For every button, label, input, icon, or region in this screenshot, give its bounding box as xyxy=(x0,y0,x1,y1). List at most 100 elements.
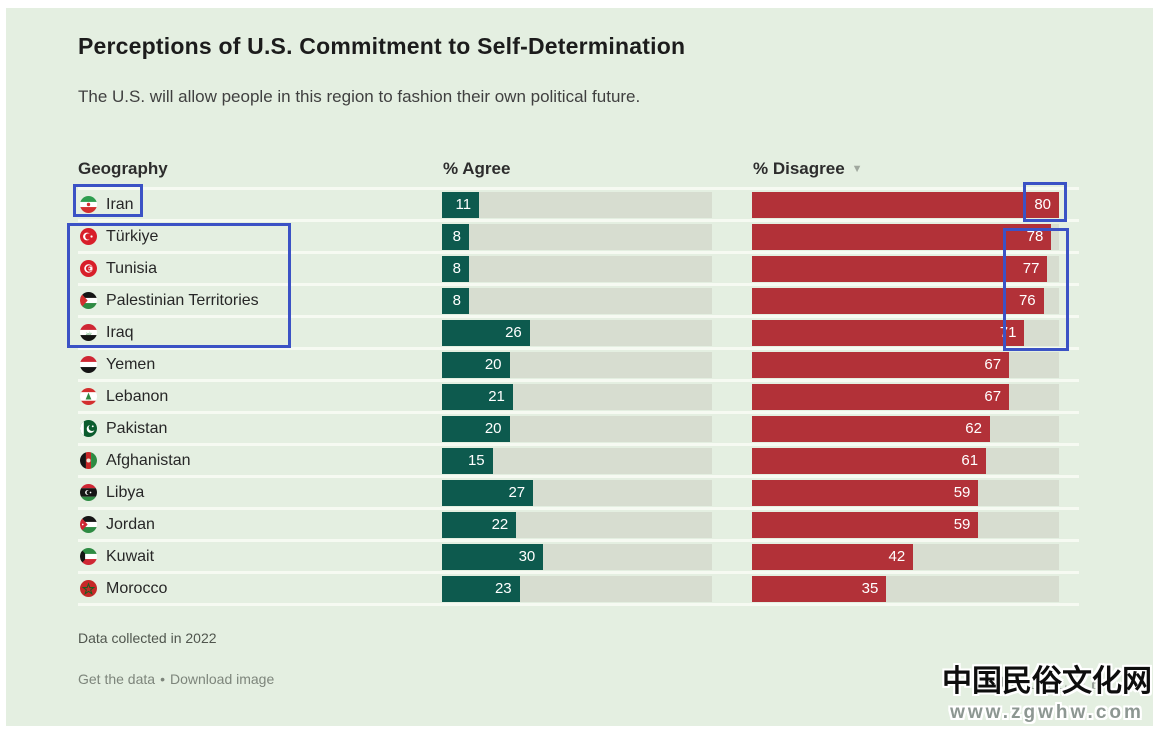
row-separator-extension xyxy=(1059,256,1079,282)
geography-cell: Jordan xyxy=(78,512,442,538)
agree-bar-track: 21 xyxy=(442,383,712,410)
flag-tunisia-icon xyxy=(80,260,97,277)
flag-iran-icon xyxy=(80,196,97,213)
table-row: Afghanistan 15 61 xyxy=(78,446,1079,478)
chart-subtitle: The U.S. will allow people in this regio… xyxy=(78,87,641,106)
agree-bar-track: 22 xyxy=(442,511,712,538)
gallup-logo: GALLUP® xyxy=(1000,669,1112,694)
agree-value-label: 20 xyxy=(484,419,502,437)
agree-value-label: 26 xyxy=(505,323,522,341)
disagree-value-label: 67 xyxy=(984,387,1002,405)
sort-descending-icon: ▼ xyxy=(851,163,863,175)
agree-bar: 8 xyxy=(442,287,469,314)
country-label: Tunisia xyxy=(106,259,157,277)
disagree-bar: 59 xyxy=(752,479,979,506)
disagree-value-label: 76 xyxy=(1018,291,1036,309)
disagree-bar: 61 xyxy=(752,447,987,474)
agree-bar: 30 xyxy=(442,543,544,570)
chart-title: Perceptions of U.S. Commitment to Self-D… xyxy=(78,33,686,59)
disagree-bar: 76 xyxy=(752,287,1044,314)
footer-links: Get the data • Download image xyxy=(78,671,274,687)
agree-bar-track: 20 xyxy=(442,351,712,378)
table-row: Pakistan 20 62 xyxy=(78,414,1079,446)
column-gap xyxy=(712,320,752,346)
disagree-bar: 80 xyxy=(752,191,1059,218)
disagree-bar-track: 67 xyxy=(752,351,1059,378)
column-header-disagree[interactable]: % Disagree ▼ xyxy=(753,159,863,179)
column-gap xyxy=(712,512,752,538)
disagree-bar: 59 xyxy=(752,511,979,538)
disagree-value-label: 61 xyxy=(961,451,979,469)
row-separator-extension xyxy=(1059,512,1079,538)
country-label: Pakistan xyxy=(106,419,168,437)
agree-bar-track: 30 xyxy=(442,543,712,570)
country-label: Yemen xyxy=(106,355,156,373)
agree-value-label: 8 xyxy=(452,227,461,245)
geography-cell: Yemen xyxy=(78,352,442,378)
disagree-bar-track: 61 xyxy=(752,447,1059,474)
agree-bar-track: 11 xyxy=(442,191,712,218)
geography-cell: Afghanistan xyxy=(78,448,442,474)
row-separator-extension xyxy=(1059,416,1079,442)
agree-bar: 22 xyxy=(442,511,517,538)
row-separator-extension xyxy=(1059,544,1079,570)
agree-bar-track: 20 xyxy=(442,415,712,442)
agree-bar-track: 26 xyxy=(442,319,712,346)
country-label: Iran xyxy=(106,195,134,213)
download-image-link[interactable]: Download image xyxy=(169,671,275,687)
geography-cell: Türkiye xyxy=(78,224,442,250)
column-gap xyxy=(712,448,752,474)
geography-cell: Lebanon xyxy=(78,384,442,410)
column-header-agree[interactable]: % Agree xyxy=(443,159,511,178)
table-row: Tunisia 8 77 xyxy=(78,254,1079,286)
geography-cell: Iran xyxy=(78,192,442,218)
disagree-bar-track: 67 xyxy=(752,383,1059,410)
disagree-bar-track: 35 xyxy=(752,575,1059,602)
disagree-bar-track: 59 xyxy=(752,479,1059,506)
row-separator-extension xyxy=(1059,384,1079,410)
flag-turkiye-icon xyxy=(80,228,97,245)
disagree-value-label: 35 xyxy=(861,579,879,597)
row-separator-extension xyxy=(1059,192,1079,218)
column-gap xyxy=(712,352,752,378)
column-gap xyxy=(712,480,752,506)
get-the-data-link[interactable]: Get the data xyxy=(78,671,156,687)
agree-value-label: 8 xyxy=(452,259,461,277)
column-gap xyxy=(712,224,752,250)
chart-card: Perceptions of U.S. Commitment to Self-D… xyxy=(6,8,1153,726)
agree-bar: 23 xyxy=(442,575,520,602)
disagree-value-label: 62 xyxy=(965,419,982,437)
agree-bar-track: 15 xyxy=(442,447,712,474)
geography-cell: Libya xyxy=(78,480,442,506)
geography-cell: Pakistan xyxy=(78,416,442,442)
disagree-value-label: 71 xyxy=(999,323,1017,341)
disagree-value-label: 67 xyxy=(984,355,1002,373)
disagree-value-label: 80 xyxy=(1034,195,1051,213)
geography-cell: Morocco xyxy=(78,576,442,602)
country-label: Türkiye xyxy=(106,227,159,245)
disagree-bar-track: 62 xyxy=(752,415,1059,442)
table-row: Iran 11 80 xyxy=(78,190,1079,222)
geography-cell: Palestinian Territories xyxy=(78,288,442,314)
table-row: Kuwait 30 42 xyxy=(78,542,1079,574)
column-gap xyxy=(712,576,752,602)
country-label: Lebanon xyxy=(106,387,169,405)
geography-cell: شد Iraq xyxy=(78,320,442,346)
agree-bar-track: 8 xyxy=(442,255,712,282)
disagree-bar: 77 xyxy=(752,255,1048,282)
disagree-bar: 67 xyxy=(752,351,1010,378)
agree-bar-track: 27 xyxy=(442,479,712,506)
svg-text:شد: شد xyxy=(86,331,92,336)
country-label: Afghanistan xyxy=(106,451,191,469)
column-gap xyxy=(712,544,752,570)
agree-value-label: 11 xyxy=(455,195,472,213)
agree-value-label: 23 xyxy=(494,579,512,597)
row-separator-extension xyxy=(1059,480,1079,506)
disagree-value-label: 42 xyxy=(888,547,906,565)
agree-value-label: 15 xyxy=(467,451,485,469)
column-header-geography[interactable]: Geography xyxy=(78,159,168,178)
disagree-bar-track: 80 xyxy=(752,191,1059,218)
row-separator-extension xyxy=(1059,352,1079,378)
flag-kuwait-icon xyxy=(80,548,97,565)
agree-value-label: 21 xyxy=(488,387,505,405)
